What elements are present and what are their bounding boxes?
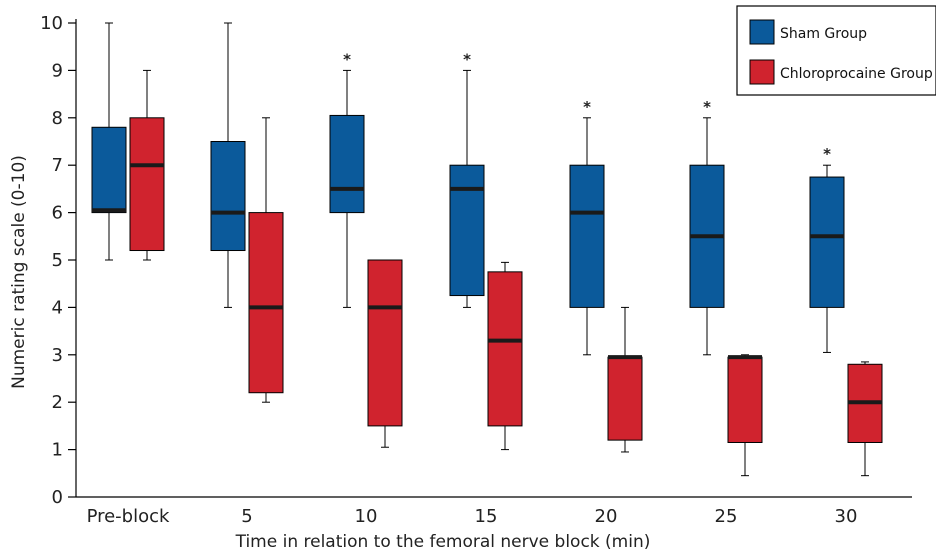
- legend-label-chloroprocaine: Chloroprocaine Group: [780, 66, 933, 82]
- chloroprocaine-box: [367, 259, 403, 448]
- significance-star: *: [463, 50, 471, 68]
- box-series: [91, 22, 883, 477]
- legend: Sham Group Chloroprocaine Group: [736, 5, 936, 96]
- y-tick-label: 7: [52, 155, 63, 176]
- chloroprocaine-box: [607, 306, 643, 453]
- sham-box: [569, 117, 605, 356]
- y-tick-label: 1: [52, 440, 63, 461]
- y-tick-label: 3: [52, 345, 63, 366]
- chloroprocaine-box: [487, 261, 523, 451]
- box-iqr: [367, 259, 403, 427]
- box-iqr: [449, 164, 485, 297]
- significance-markers: * * * * *: [343, 50, 831, 163]
- x-axis-title: Time in relation to the femoral nerve bl…: [235, 532, 651, 552]
- sham-box: [91, 22, 127, 261]
- significance-star: *: [343, 50, 351, 68]
- legend-label-sham: Sham Group: [780, 26, 867, 42]
- x-tick-label: 15: [475, 506, 498, 527]
- axes: [75, 19, 912, 498]
- legend-swatch-chloroprocaine: [749, 59, 775, 85]
- x-tick-label: Pre-block: [87, 506, 170, 527]
- box-iqr: [607, 356, 643, 441]
- sham-box: [210, 22, 246, 308]
- y-tick-label: 4: [52, 297, 63, 318]
- y-axis-title: Numeric rating scale (0-10): [9, 155, 29, 389]
- sham-box: [329, 69, 365, 308]
- y-tick-label: 9: [52, 60, 63, 81]
- significance-star: *: [583, 98, 591, 116]
- box-iqr: [329, 114, 365, 214]
- y-tick-label: 8: [52, 108, 63, 129]
- box-iqr: [487, 271, 523, 427]
- box-iqr: [248, 212, 284, 394]
- sham-box: [809, 164, 845, 353]
- y-tick-label: 2: [52, 392, 63, 413]
- chloroprocaine-box: [847, 361, 883, 477]
- y-tick-label: 5: [52, 250, 63, 271]
- chloroprocaine-box: [248, 117, 284, 403]
- x-tick-label: 20: [595, 506, 618, 527]
- y-tick-label: 10: [40, 13, 63, 34]
- sham-box: [449, 69, 485, 308]
- sham-box: [689, 117, 725, 356]
- chloroprocaine-box: [129, 69, 165, 261]
- box-iqr: [91, 126, 127, 214]
- x-tick-label: 5: [241, 506, 252, 527]
- significance-star: *: [823, 145, 831, 163]
- chloroprocaine-box: [727, 354, 763, 477]
- box-iqr: [569, 164, 605, 308]
- box-iqr: [809, 176, 845, 308]
- y-axis-ticks: 0 1 2 3 4 5 6 7 8 9 10: [40, 13, 76, 508]
- x-tick-label: 30: [835, 506, 858, 527]
- box-iqr: [129, 117, 165, 252]
- x-tick-label: 10: [355, 506, 378, 527]
- significance-star: *: [703, 98, 711, 116]
- box-iqr: [210, 141, 246, 252]
- box-iqr: [727, 356, 763, 443]
- legend-swatch-sham: [749, 19, 775, 45]
- x-tick-label: 25: [715, 506, 738, 527]
- x-axis-ticks: Pre-block 5 10 15 20 25 30: [87, 506, 858, 527]
- y-tick-label: 6: [52, 203, 63, 224]
- y-tick-label: 0: [52, 487, 63, 508]
